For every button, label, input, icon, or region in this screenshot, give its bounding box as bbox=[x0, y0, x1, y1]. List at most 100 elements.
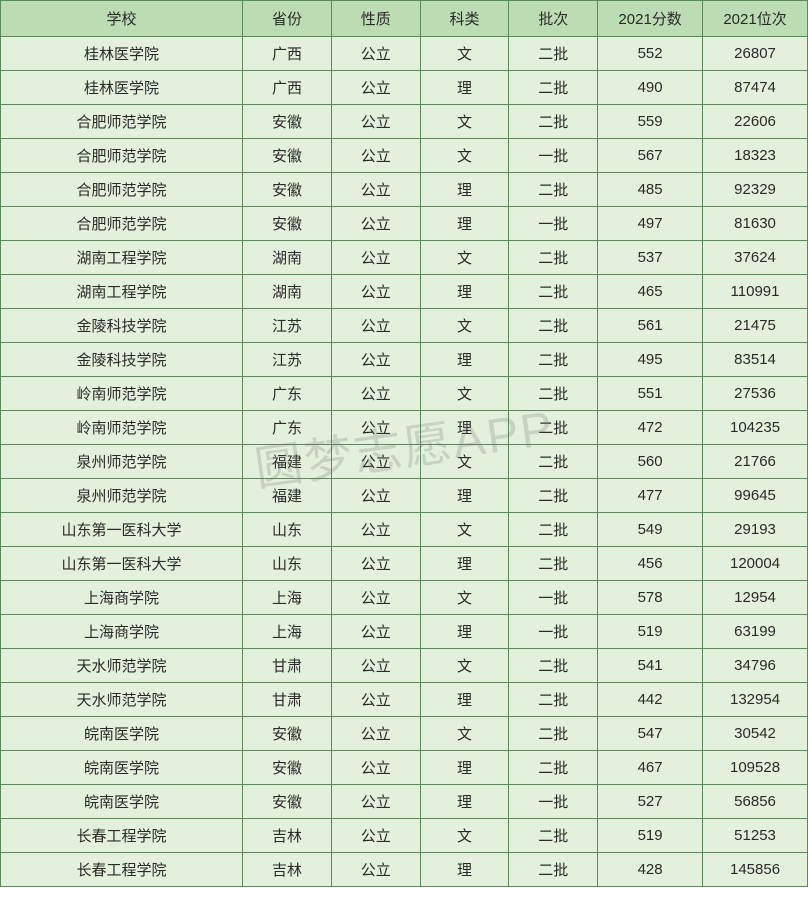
table-cell: 合肥师范学院 bbox=[1, 173, 243, 207]
table-cell: 文 bbox=[420, 581, 509, 615]
table-cell: 472 bbox=[598, 411, 703, 445]
table-cell: 天水师范学院 bbox=[1, 649, 243, 683]
table-cell: 公立 bbox=[331, 513, 420, 547]
table-cell: 安徽 bbox=[243, 751, 332, 785]
table-row: 岭南师范学院广东公立文二批55127536 bbox=[1, 377, 808, 411]
column-header: 科类 bbox=[420, 1, 509, 37]
table-cell: 公立 bbox=[331, 343, 420, 377]
table-cell: 120004 bbox=[703, 547, 808, 581]
table-cell: 文 bbox=[420, 377, 509, 411]
table-cell: 公立 bbox=[331, 819, 420, 853]
table-cell: 559 bbox=[598, 105, 703, 139]
table-cell: 安徽 bbox=[243, 173, 332, 207]
table-cell: 547 bbox=[598, 717, 703, 751]
table-cell: 21766 bbox=[703, 445, 808, 479]
table-cell: 二批 bbox=[509, 377, 598, 411]
table-row: 金陵科技学院江苏公立文二批56121475 bbox=[1, 309, 808, 343]
table-cell: 二批 bbox=[509, 479, 598, 513]
table-cell: 二批 bbox=[509, 683, 598, 717]
table-cell: 37624 bbox=[703, 241, 808, 275]
table-cell: 山东 bbox=[243, 513, 332, 547]
table-cell: 527 bbox=[598, 785, 703, 819]
table-cell: 文 bbox=[420, 139, 509, 173]
table-cell: 一批 bbox=[509, 207, 598, 241]
table-cell: 公立 bbox=[331, 615, 420, 649]
table-cell: 福建 bbox=[243, 479, 332, 513]
table-cell: 二批 bbox=[509, 309, 598, 343]
table-cell: 公立 bbox=[331, 377, 420, 411]
table-cell: 湖南工程学院 bbox=[1, 275, 243, 309]
table-cell: 公立 bbox=[331, 683, 420, 717]
table-cell: 福建 bbox=[243, 445, 332, 479]
table-cell: 上海商学院 bbox=[1, 615, 243, 649]
table-cell: 桂林医学院 bbox=[1, 37, 243, 71]
table-cell: 56856 bbox=[703, 785, 808, 819]
table-row: 岭南师范学院广东公立理二批472104235 bbox=[1, 411, 808, 445]
table-cell: 公立 bbox=[331, 71, 420, 105]
table-cell: 二批 bbox=[509, 411, 598, 445]
table-cell: 理 bbox=[420, 207, 509, 241]
table-cell: 109528 bbox=[703, 751, 808, 785]
table-row: 上海商学院上海公立理一批51963199 bbox=[1, 615, 808, 649]
table-cell: 合肥师范学院 bbox=[1, 105, 243, 139]
table-cell: 83514 bbox=[703, 343, 808, 377]
table-cell: 理 bbox=[420, 853, 509, 887]
table-row: 湖南工程学院湖南公立文二批53737624 bbox=[1, 241, 808, 275]
table-cell: 二批 bbox=[509, 241, 598, 275]
table-cell: 二批 bbox=[509, 37, 598, 71]
table-cell: 山东 bbox=[243, 547, 332, 581]
table-cell: 二批 bbox=[509, 275, 598, 309]
table-cell: 理 bbox=[420, 275, 509, 309]
table-cell: 理 bbox=[420, 785, 509, 819]
table-row: 合肥师范学院安徽公立理二批48592329 bbox=[1, 173, 808, 207]
table-cell: 理 bbox=[420, 173, 509, 207]
table-row: 山东第一医科大学山东公立理二批456120004 bbox=[1, 547, 808, 581]
column-header: 批次 bbox=[509, 1, 598, 37]
table-row: 合肥师范学院安徽公立文一批56718323 bbox=[1, 139, 808, 173]
table-cell: 皖南医学院 bbox=[1, 717, 243, 751]
table-row: 长春工程学院吉林公立理二批428145856 bbox=[1, 853, 808, 887]
table-cell: 公立 bbox=[331, 649, 420, 683]
table-cell: 文 bbox=[420, 445, 509, 479]
table-cell: 490 bbox=[598, 71, 703, 105]
table-cell: 文 bbox=[420, 105, 509, 139]
table-cell: 安徽 bbox=[243, 139, 332, 173]
table-cell: 湖南工程学院 bbox=[1, 241, 243, 275]
table-cell: 二批 bbox=[509, 649, 598, 683]
table-cell: 二批 bbox=[509, 751, 598, 785]
table-cell: 甘肃 bbox=[243, 683, 332, 717]
table-cell: 公立 bbox=[331, 717, 420, 751]
table-cell: 537 bbox=[598, 241, 703, 275]
table-cell: 二批 bbox=[509, 819, 598, 853]
table-cell: 公立 bbox=[331, 275, 420, 309]
column-header: 省份 bbox=[243, 1, 332, 37]
table-cell: 二批 bbox=[509, 717, 598, 751]
table-cell: 一批 bbox=[509, 615, 598, 649]
table-cell: 110991 bbox=[703, 275, 808, 309]
table-cell: 二批 bbox=[509, 445, 598, 479]
table-cell: 文 bbox=[420, 309, 509, 343]
table-cell: 吉林 bbox=[243, 853, 332, 887]
table-cell: 公立 bbox=[331, 751, 420, 785]
table-cell: 92329 bbox=[703, 173, 808, 207]
table-cell: 公立 bbox=[331, 207, 420, 241]
table-cell: 长春工程学院 bbox=[1, 819, 243, 853]
table-cell: 477 bbox=[598, 479, 703, 513]
table-body: 桂林医学院广西公立文二批55226807桂林医学院广西公立理二批49087474… bbox=[1, 37, 808, 887]
table-container: 学校省份性质科类批次2021分数2021位次 桂林医学院广西公立文二批55226… bbox=[0, 0, 808, 887]
table-cell: 二批 bbox=[509, 343, 598, 377]
table-cell: 561 bbox=[598, 309, 703, 343]
table-cell: 广东 bbox=[243, 411, 332, 445]
table-cell: 34796 bbox=[703, 649, 808, 683]
table-cell: 公立 bbox=[331, 547, 420, 581]
table-cell: 132954 bbox=[703, 683, 808, 717]
table-cell: 二批 bbox=[509, 853, 598, 887]
table-cell: 文 bbox=[420, 819, 509, 853]
table-cell: 文 bbox=[420, 513, 509, 547]
table-cell: 山东第一医科大学 bbox=[1, 513, 243, 547]
table-row: 天水师范学院甘肃公立文二批54134796 bbox=[1, 649, 808, 683]
table-cell: 江苏 bbox=[243, 309, 332, 343]
table-cell: 理 bbox=[420, 547, 509, 581]
table-cell: 63199 bbox=[703, 615, 808, 649]
table-cell: 文 bbox=[420, 717, 509, 751]
